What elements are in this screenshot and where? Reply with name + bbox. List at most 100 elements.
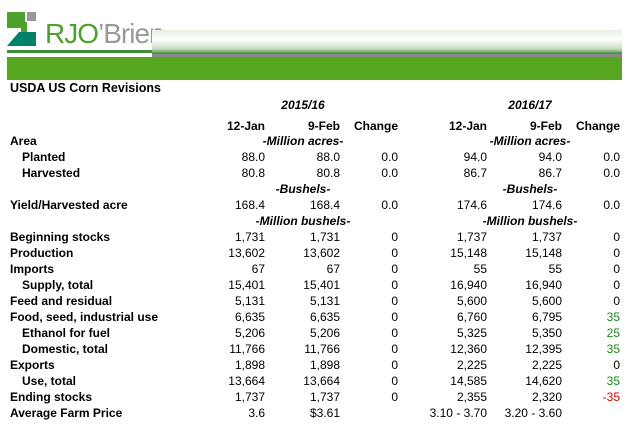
column-header: 9-Feb: [529, 119, 562, 133]
cell-value: 13,602: [228, 246, 265, 260]
cell-value: 1,737: [309, 390, 340, 404]
cell-value: 5,325: [456, 326, 487, 340]
cell-value: 0: [391, 342, 398, 356]
cell-value: 0.0: [603, 166, 620, 180]
row-label: Ending stocks: [10, 390, 93, 404]
cell-value: 174.6: [456, 198, 487, 212]
cell-value: 25: [606, 326, 620, 340]
cell-value: 6,795: [531, 310, 562, 324]
cell-value: 0: [613, 358, 620, 372]
cell-value: 35: [606, 310, 620, 324]
cell-value: 6,635: [234, 310, 265, 324]
cell-value: 86.7: [463, 166, 487, 180]
cell-value: -35: [602, 390, 620, 404]
cell-value: 0: [391, 262, 398, 276]
cell-value: 1,898: [309, 358, 340, 372]
cell-value: 0: [613, 246, 620, 260]
header-band: [7, 57, 622, 80]
row-label: Average Farm Price: [10, 406, 123, 420]
cell-value: 0.0: [381, 150, 398, 164]
cell-value: 0: [391, 358, 398, 372]
cell-value: 94.0: [538, 150, 562, 164]
rjobrien-logo: RJO’Brien: [7, 12, 183, 56]
logo-rule: [7, 50, 152, 53]
cell-value: 80.8: [316, 166, 340, 180]
unit-label: -Bushels-: [502, 182, 558, 196]
cell-value: 80.8: [241, 166, 265, 180]
cell-value: 1,737: [531, 230, 562, 244]
cell-value: 94.0: [463, 150, 487, 164]
cell-value: 3.20 - 3.60: [504, 406, 562, 420]
cell-value: 1,737: [456, 230, 487, 244]
cell-value: 0: [613, 278, 620, 292]
cell-value: 16,940: [450, 278, 487, 292]
cell-value: 13,664: [228, 374, 265, 388]
cell-value: 14,620: [525, 374, 562, 388]
cell-value: 0: [391, 294, 398, 308]
cell-value: 2,320: [531, 390, 562, 404]
row-label: Food, seed, industrial use: [10, 310, 159, 324]
cell-value: 1,898: [234, 358, 265, 372]
cell-value: 15,401: [228, 278, 265, 292]
cell-value: 5,206: [234, 326, 265, 340]
cell-value: 35: [606, 374, 620, 388]
row-label: Beginning stocks: [10, 230, 111, 244]
cell-value: 86.7: [538, 166, 562, 180]
row-label: Feed and residual: [10, 294, 113, 308]
cell-value: 0: [391, 278, 398, 292]
header-swoosh: [152, 30, 622, 57]
cell-value: 5,131: [309, 294, 340, 308]
cell-value: 5,600: [531, 294, 562, 308]
cell-value: 55: [473, 262, 487, 276]
cell-value: 0: [613, 230, 620, 244]
cell-value: 5,600: [456, 294, 487, 308]
cell-value: 2,225: [456, 358, 487, 372]
row-label: Domestic, total: [22, 342, 109, 356]
row-label: Planted: [22, 150, 66, 164]
report-title: USDA US Corn Revisions: [10, 81, 161, 95]
row-label: Use, total: [22, 374, 77, 388]
column-header: 12-Jan: [448, 119, 487, 133]
cell-value: 12,360: [450, 342, 487, 356]
cell-value: 0.0: [603, 150, 620, 164]
row-label: Imports: [10, 262, 55, 276]
row-label: Exports: [10, 358, 55, 372]
cell-value: 0: [391, 374, 398, 388]
cell-value: 55: [548, 262, 562, 276]
year-header: 2015/16: [281, 98, 325, 112]
cell-value: 0.0: [381, 198, 398, 212]
column-header: 9-Feb: [307, 119, 340, 133]
cell-value: 1,737: [234, 390, 265, 404]
column-header: 12-Jan: [226, 119, 265, 133]
cell-value: 15,401: [303, 278, 340, 292]
cell-value: 0: [391, 230, 398, 244]
cell-value: 15,148: [525, 246, 562, 260]
cell-value: $3.61: [309, 406, 340, 420]
unit-label: -Million acres-: [262, 134, 344, 148]
unit-label: -Million bushels-: [482, 214, 578, 228]
cell-value: 3.6: [248, 406, 265, 420]
cell-value: 6,635: [309, 310, 340, 324]
row-label: Harvested: [22, 166, 81, 180]
cell-value: 12,395: [525, 342, 562, 356]
cell-value: 16,940: [525, 278, 562, 292]
cell-value: 88.0: [316, 150, 340, 164]
unit-label: -Bushels-: [275, 182, 331, 196]
cell-value: 0: [391, 326, 398, 340]
cell-value: 3.10 - 3.70: [429, 406, 487, 420]
cell-value: 168.4: [234, 198, 265, 212]
cell-value: 67: [251, 262, 265, 276]
cell-value: 0.0: [603, 198, 620, 212]
year-header: 2016/17: [508, 98, 552, 112]
row-label: Ethanol for fuel: [22, 326, 110, 340]
cell-value: 11,766: [229, 342, 265, 356]
cell-value: 11,766: [304, 342, 340, 356]
cell-value: 5,350: [531, 326, 562, 340]
cell-value: 15,148: [450, 246, 487, 260]
cell-value: 6,760: [456, 310, 487, 324]
cell-value: 0: [613, 294, 620, 308]
cell-value: 0.0: [381, 166, 398, 180]
cell-value: 13,664: [303, 374, 340, 388]
cell-value: 2,225: [531, 358, 562, 372]
column-header: Change: [575, 119, 620, 133]
